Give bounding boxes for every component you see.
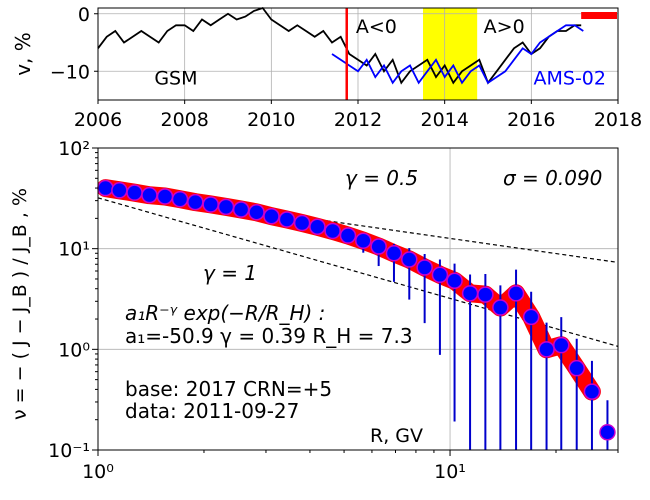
annotation-data-date: data: 2011-09-27 bbox=[125, 399, 299, 423]
data-point bbox=[309, 218, 326, 236]
data-point bbox=[217, 198, 235, 216]
y-tick-label-top: −10 bbox=[50, 61, 90, 83]
data-point bbox=[111, 182, 128, 199]
data-point bbox=[263, 207, 280, 225]
ams-label: AMS-02 bbox=[534, 67, 606, 89]
x-tick-label-top: 2006 bbox=[74, 109, 122, 131]
x-tick-label-top: 2012 bbox=[334, 109, 382, 131]
y-tick-label-top: 0 bbox=[78, 4, 90, 26]
a-negative-label: A<0 bbox=[356, 16, 397, 38]
data-point bbox=[187, 193, 204, 211]
annotation-gamma-one: γ = 1 bbox=[203, 261, 257, 285]
frame-bottom bbox=[97, 147, 619, 451]
data-point bbox=[385, 245, 403, 262]
x-tick-label-bottom: 10⁰ bbox=[82, 461, 114, 483]
data-point bbox=[293, 214, 311, 232]
x-tick-label-top: 2016 bbox=[507, 109, 555, 131]
data-point bbox=[339, 227, 357, 244]
ams-series-line bbox=[331, 24, 584, 85]
annotation-base: base: 2017 CRN=+5 bbox=[125, 377, 332, 401]
polarity-marker-bar bbox=[581, 12, 617, 19]
data-point bbox=[248, 204, 265, 221]
y-tick-label-bottom: 10⁻¹ bbox=[48, 440, 90, 462]
data-point bbox=[492, 299, 509, 316]
data-point bbox=[431, 266, 449, 284]
x-tick-label-top: 2014 bbox=[420, 109, 468, 131]
data-point bbox=[370, 238, 387, 255]
data-point bbox=[446, 272, 463, 290]
annotation-fit-params: a₁=-50.9 γ = 0.39 R_H = 7.3 bbox=[125, 324, 413, 348]
data-point bbox=[507, 285, 525, 302]
annotation-sigma: σ = 0.090 bbox=[503, 166, 602, 190]
y-axis-label-top: v, % bbox=[11, 32, 35, 76]
data-point bbox=[156, 188, 174, 205]
data-point bbox=[538, 341, 555, 358]
data-point bbox=[416, 259, 433, 276]
data-point bbox=[553, 336, 570, 354]
data-point bbox=[232, 201, 250, 218]
annotation-gamma-half: γ = 0.5 bbox=[345, 166, 418, 190]
y-tick-label-bottom: 10¹ bbox=[58, 239, 90, 261]
x-tick-label-top: 2008 bbox=[160, 109, 208, 131]
data-point bbox=[401, 251, 418, 268]
data-point bbox=[355, 232, 372, 249]
a-positive-label: A>0 bbox=[484, 16, 525, 38]
gsm-series-line bbox=[97, 6, 582, 85]
data-point bbox=[599, 424, 616, 441]
data-point bbox=[171, 190, 189, 208]
data-point bbox=[202, 196, 219, 213]
y-axis-label-bottom: ν = − ( J − J_B ) / J_B , % bbox=[9, 188, 31, 420]
annotation-formula: a₁R⁻ᵞ exp(−R/R_H) : bbox=[125, 301, 325, 325]
time-series-panel: 2006 2008 2010 2012 2014 2016 2018 0 −10 v, % GSM A… bbox=[11, 4, 642, 131]
data-point bbox=[477, 286, 494, 303]
x-tick-label-top: 2010 bbox=[247, 109, 295, 131]
data-point bbox=[324, 222, 341, 240]
data-point bbox=[97, 179, 114, 197]
x-axis-label-bottom: R, GV bbox=[370, 425, 423, 447]
data-point bbox=[522, 308, 540, 326]
gsm-label: GSM bbox=[154, 67, 197, 89]
data-point bbox=[141, 186, 158, 204]
y-tick-label-bottom: 10⁰ bbox=[58, 339, 90, 361]
y-tick-label-bottom: 10² bbox=[58, 138, 90, 160]
data-point bbox=[461, 285, 479, 302]
polarity-band bbox=[423, 8, 478, 100]
data-point bbox=[583, 383, 601, 400]
data-point bbox=[126, 184, 143, 201]
x-tick-label-bottom: 10¹ bbox=[434, 461, 466, 483]
x-tick-label-top: 2018 bbox=[594, 109, 642, 131]
data-point bbox=[568, 359, 585, 377]
data-point bbox=[278, 211, 296, 228]
